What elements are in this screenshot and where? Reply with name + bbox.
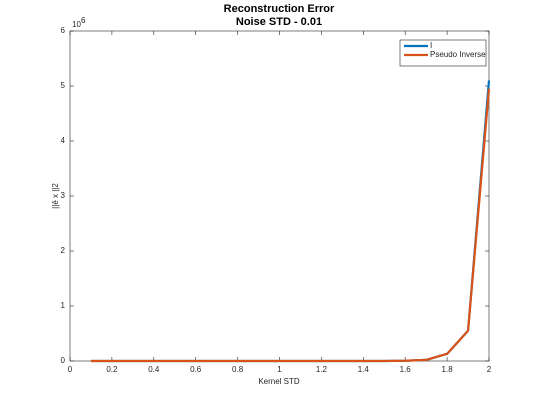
y-tick-label: 2 <box>61 246 66 255</box>
chart-title: Reconstruction Error <box>224 3 335 15</box>
legend-label: I <box>430 41 432 50</box>
y-axis-label: ||ê x ||2 <box>51 183 60 209</box>
y-tick-label: 0 <box>61 356 66 365</box>
legend-label: Pseudo Inverse <box>430 50 486 59</box>
y-tick-label: 5 <box>61 81 66 90</box>
x-tick-label: 0.2 <box>106 365 118 374</box>
chart-subtitle: Noise STD - 0.01 <box>236 16 322 28</box>
legend-box <box>399 39 487 67</box>
x-tick-label: 1.4 <box>358 365 370 374</box>
series-line <box>90 88 491 363</box>
y-tick-label: 3 <box>61 191 66 200</box>
x-tick-label: 1 <box>277 365 282 374</box>
x-tick-label: 0.6 <box>190 365 202 374</box>
x-tick-label: 2 <box>487 365 492 374</box>
y-tick-label: 6 <box>61 26 66 35</box>
x-tick-label: 1.2 <box>316 365 328 374</box>
x-tick-label: 0.8 <box>232 365 244 374</box>
y-multiplier-exponent: 6 <box>81 16 86 25</box>
y-multiplier-base: 10 <box>72 20 81 29</box>
x-tick-label: 0.4 <box>148 365 160 374</box>
y-tick-label: 1 <box>61 301 66 310</box>
y-tick-label: 4 <box>61 136 66 145</box>
x-axis-label: Kernel STD <box>258 377 300 386</box>
x-tick-label: 1.8 <box>442 365 454 374</box>
x-tick-label: 1.6 <box>400 365 412 374</box>
x-tick-label: 0 <box>68 365 73 374</box>
